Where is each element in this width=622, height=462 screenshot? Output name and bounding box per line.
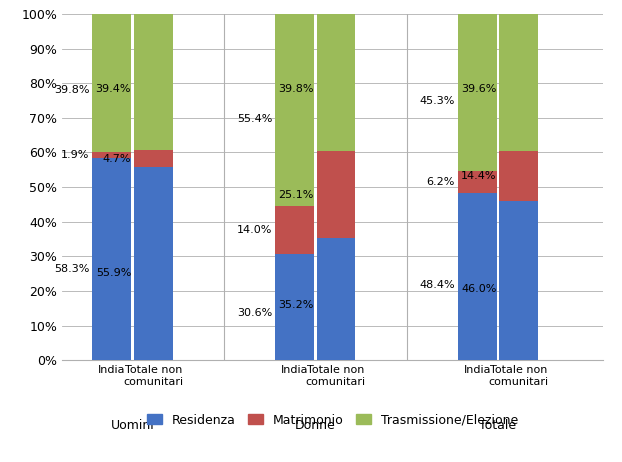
Text: 30.6%: 30.6% [237,308,272,318]
Bar [499,201,538,360]
Bar [134,14,172,151]
Bar [93,158,131,360]
Text: 14.4%: 14.4% [461,171,496,181]
Bar [499,14,538,151]
Bar [134,151,172,167]
Bar [275,14,313,206]
Text: 35.2%: 35.2% [279,300,313,310]
Text: 45.3%: 45.3% [420,96,455,105]
Bar [458,14,496,171]
Bar [317,238,355,360]
Bar [275,254,313,360]
Text: 48.4%: 48.4% [419,280,455,290]
Text: 55.9%: 55.9% [96,268,131,278]
Text: 39.8%: 39.8% [54,85,90,95]
Text: 46.0%: 46.0% [461,284,496,294]
Bar [93,14,131,152]
Bar [134,167,172,360]
Text: 39.8%: 39.8% [278,85,313,94]
Text: Uomini: Uomini [111,419,154,432]
Bar [275,206,313,254]
Bar [317,13,355,152]
Text: 6.2%: 6.2% [427,177,455,187]
Legend: Residenza, Matrimonio, Trasmissione/Elezione: Residenza, Matrimonio, Trasmissione/Elez… [143,410,522,430]
Text: Totale: Totale [480,419,516,432]
Text: Donne: Donne [295,419,336,432]
Bar [93,152,131,158]
Bar [458,171,496,193]
Text: 4.7%: 4.7% [103,153,131,164]
Text: 14.0%: 14.0% [237,225,272,235]
Text: 55.4%: 55.4% [237,115,272,124]
Bar [499,151,538,201]
Text: 39.4%: 39.4% [96,84,131,94]
Text: 58.3%: 58.3% [54,264,90,274]
Bar [317,152,355,238]
Text: 1.9%: 1.9% [61,150,90,160]
Bar [458,193,496,360]
Text: 39.6%: 39.6% [461,85,496,94]
Text: 25.1%: 25.1% [279,190,313,200]
